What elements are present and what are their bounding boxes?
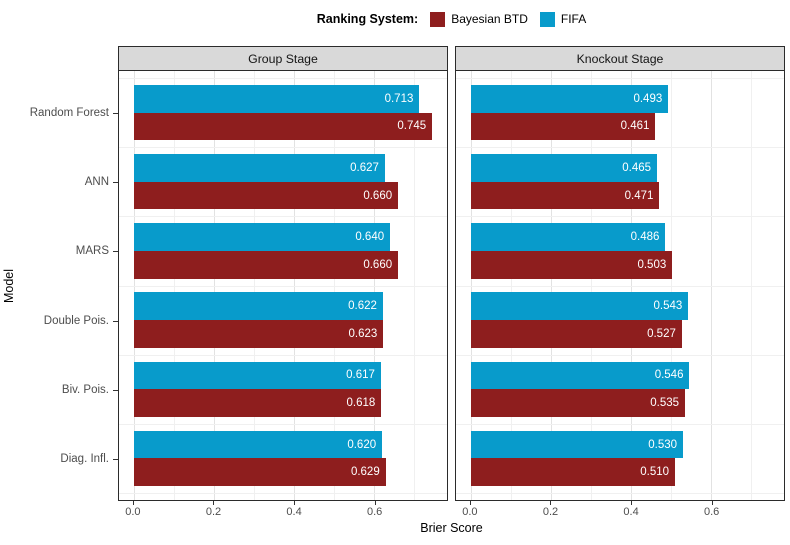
y-tick-mark bbox=[113, 390, 118, 392]
facet-strip-group-stage: Group Stage bbox=[118, 46, 448, 71]
bar-bayesian-btd: 0.618 bbox=[133, 389, 382, 417]
bar-fifa: 0.465 bbox=[470, 154, 658, 182]
legend-swatch-fifa-icon bbox=[539, 11, 555, 27]
x-tick-label: 0.4 bbox=[286, 506, 302, 518]
legend-label-bayesian-btd: Bayesian BTD bbox=[451, 12, 528, 26]
legend-title: Ranking System: bbox=[316, 12, 419, 26]
bar-bayesian-btd: 0.660 bbox=[133, 250, 399, 279]
panel-knockout-stage: 0.493 0.465 0.486 0.543 0.546 0.530 0.461 0.471… bbox=[455, 71, 785, 501]
y-tick-label: MARS bbox=[75, 245, 109, 258]
gridline-minor-horizontal bbox=[119, 147, 447, 149]
x-tick-label: 0.2 bbox=[205, 506, 222, 518]
bar-bayesian-btd: 0.510 bbox=[470, 458, 676, 487]
x-tick-mark bbox=[294, 501, 296, 505]
legend-item-bayesian-btd: Bayesian BTD bbox=[430, 11, 528, 27]
panel-group-stage: 0.713 0.627 0.640 0.622 0.617 0.620 0.745 0.660… bbox=[118, 71, 448, 501]
y-tick-mark bbox=[113, 112, 118, 114]
gridline-minor-horizontal bbox=[456, 285, 784, 287]
y-tick-label: ANN bbox=[84, 175, 109, 188]
gridline-minor-horizontal bbox=[456, 493, 784, 495]
bar-fifa: 0.620 bbox=[133, 430, 383, 459]
x-tick-mark bbox=[374, 501, 376, 505]
legend: Ranking System: Bayesian BTD FIFA bbox=[118, 6, 785, 32]
gridline-minor-horizontal bbox=[456, 354, 784, 356]
bar-bayesian-btd: 0.503 bbox=[470, 250, 673, 279]
bar-fifa: 0.543 bbox=[470, 292, 689, 321]
bar-fifa: 0.627 bbox=[133, 154, 385, 182]
bar-fifa: 0.713 bbox=[133, 84, 420, 113]
bar-bayesian-btd: 0.745 bbox=[133, 112, 433, 141]
x-tick-label: 0.0 bbox=[125, 506, 141, 518]
bar-fifa: 0.486 bbox=[470, 223, 666, 251]
bar-bayesian-btd: 0.535 bbox=[470, 389, 686, 417]
x-tick-label: 0.4 bbox=[623, 506, 639, 518]
x-tick-label: 0.0 bbox=[462, 506, 478, 518]
gridline-minor-horizontal bbox=[456, 77, 784, 79]
legend-swatch-bayesian-btd-icon bbox=[430, 11, 446, 27]
gridline-minor-horizontal bbox=[119, 493, 447, 495]
legend-item-fifa: FIFA bbox=[539, 11, 587, 27]
gridline-minor-horizontal bbox=[119, 77, 447, 79]
y-tick-mark bbox=[113, 181, 118, 183]
x-tick-mark bbox=[631, 501, 633, 505]
bar-bayesian-btd: 0.471 bbox=[470, 181, 660, 210]
gridline-minor-horizontal bbox=[456, 147, 784, 149]
bar-fifa: 0.617 bbox=[133, 361, 381, 390]
x-tick-mark bbox=[711, 501, 713, 505]
gridline-minor-horizontal bbox=[456, 423, 784, 425]
y-tick-mark bbox=[113, 320, 118, 322]
bar-fifa: 0.622 bbox=[133, 292, 383, 321]
y-tick-label: Random Forest bbox=[29, 106, 109, 119]
y-tick-label: Double Pois. bbox=[43, 314, 109, 327]
x-tick-label: 0.6 bbox=[704, 506, 720, 518]
gridline-minor-horizontal bbox=[119, 354, 447, 356]
facet-strip-knockout-stage: Knockout Stage bbox=[455, 46, 785, 71]
x-axis-title: Brier Score bbox=[420, 521, 483, 535]
bar-fifa: 0.640 bbox=[133, 223, 391, 251]
bar-bayesian-btd: 0.629 bbox=[133, 458, 386, 487]
x-tick-mark bbox=[550, 501, 552, 505]
bar-bayesian-btd: 0.527 bbox=[470, 320, 682, 348]
bar-fifa: 0.493 bbox=[470, 84, 669, 113]
y-tick-label: Biv. Pois. bbox=[61, 384, 109, 397]
legend-label-fifa: FIFA bbox=[560, 12, 587, 26]
gridline-minor-horizontal bbox=[456, 216, 784, 218]
gridline-minor-horizontal bbox=[119, 285, 447, 287]
gridline-minor-horizontal bbox=[119, 216, 447, 218]
y-tick-label: Diag. Infl. bbox=[60, 453, 109, 466]
bar-fifa: 0.530 bbox=[470, 430, 684, 459]
y-axis-title: Model bbox=[2, 268, 17, 304]
bar-bayesian-btd: 0.660 bbox=[133, 181, 399, 210]
x-tick-label: 0.2 bbox=[542, 506, 559, 518]
y-tick-mark bbox=[113, 459, 118, 461]
x-tick-mark bbox=[213, 501, 215, 505]
gridline-minor-horizontal bbox=[119, 423, 447, 425]
bar-fifa: 0.546 bbox=[470, 361, 690, 390]
x-tick-mark bbox=[132, 501, 134, 505]
bar-bayesian-btd: 0.461 bbox=[470, 112, 656, 141]
x-tick-label: 0.6 bbox=[367, 506, 383, 518]
y-tick-mark bbox=[113, 251, 118, 253]
x-tick-mark bbox=[469, 501, 471, 505]
bar-bayesian-btd: 0.623 bbox=[133, 320, 384, 348]
